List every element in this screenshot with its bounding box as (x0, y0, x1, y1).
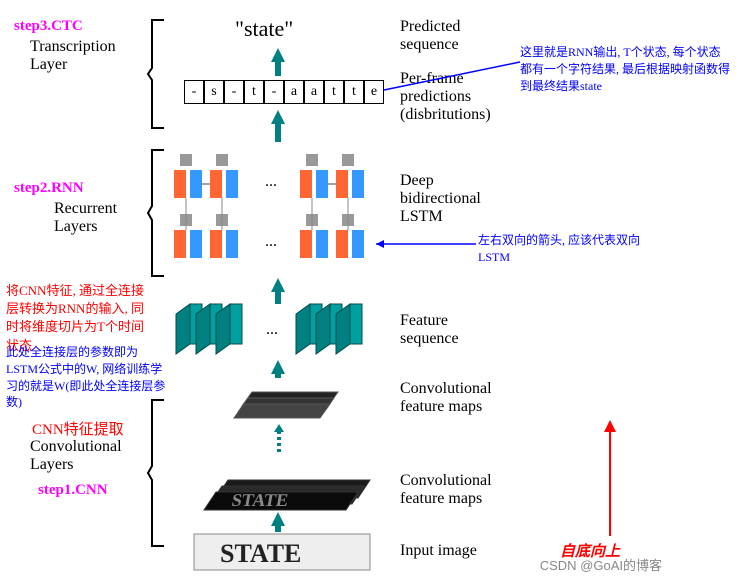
perframe-cells: -s-t-aatte (184, 80, 384, 104)
bi-arrow-pointer (372, 236, 480, 252)
cell: - (264, 80, 284, 104)
conv-label: Convolutional Layers (30, 438, 122, 474)
cell: - (184, 80, 204, 104)
bracket-bot (146, 398, 166, 548)
cell: - (224, 80, 244, 104)
input-label: Input image (400, 542, 477, 560)
predicted-label: Predicted sequence (400, 18, 460, 54)
convmaps2-label: Convolutional feature maps (400, 472, 492, 508)
step3-label: step3.CTC (14, 18, 83, 35)
bracket-mid (146, 148, 166, 278)
arrow-stem (275, 122, 281, 142)
recurrent-label: Recurrent Layers (54, 200, 117, 236)
cell: t (344, 80, 364, 104)
cell: s (204, 80, 224, 104)
cell: t (244, 80, 264, 104)
biarrow-note: 左右双向的箭头, 应该代表双向LSTM (478, 232, 658, 266)
conv-maps-large: STATE (198, 454, 378, 512)
arrow-stem (275, 60, 281, 76)
svg-text:...: ... (266, 321, 278, 338)
step1-label: step1.CNN (38, 482, 108, 499)
svg-text:STATE: STATE (220, 539, 301, 568)
step2-label: step2.RNN (14, 180, 84, 197)
rnn-out-note: 这里就是RNN输出, T个状态, 每个状态都有一个字符结果, 最后根据映射函数得… (520, 44, 730, 94)
rnn-diagram: ... ... (170, 148, 390, 274)
svg-text:STATE: STATE (230, 490, 290, 510)
fc-params-note: 此处全连接层的参数即为LSTM公式中的W, 网络训练学习的就是W(即此处全连接层… (6, 344, 166, 411)
dotted-arrow (273, 424, 285, 454)
arrow-stem (275, 524, 281, 532)
cell: a (304, 80, 324, 104)
cell: a (284, 80, 304, 104)
input-image: STATE (192, 532, 372, 572)
svg-text:...: ... (265, 173, 277, 190)
output-word: "state" (235, 16, 293, 42)
svg-text:...: ... (265, 233, 277, 250)
cell: t (324, 80, 344, 104)
blue-pointer-line (382, 60, 522, 100)
bracket-top (146, 18, 166, 130)
red-up-arrow (600, 418, 620, 538)
convmaps1-label: Convolutional feature maps (400, 380, 492, 416)
cell: e (364, 80, 384, 104)
lstm-label: Deep bidirectional LSTM (400, 172, 481, 226)
conv-maps-small (230, 378, 350, 422)
feature-sequence: ... (172, 300, 392, 362)
watermark: CSDN @GoAI的博客 (540, 555, 662, 574)
transcription-label: Transcription Layer (30, 38, 116, 74)
featseq-label: Feature sequence (400, 312, 459, 348)
